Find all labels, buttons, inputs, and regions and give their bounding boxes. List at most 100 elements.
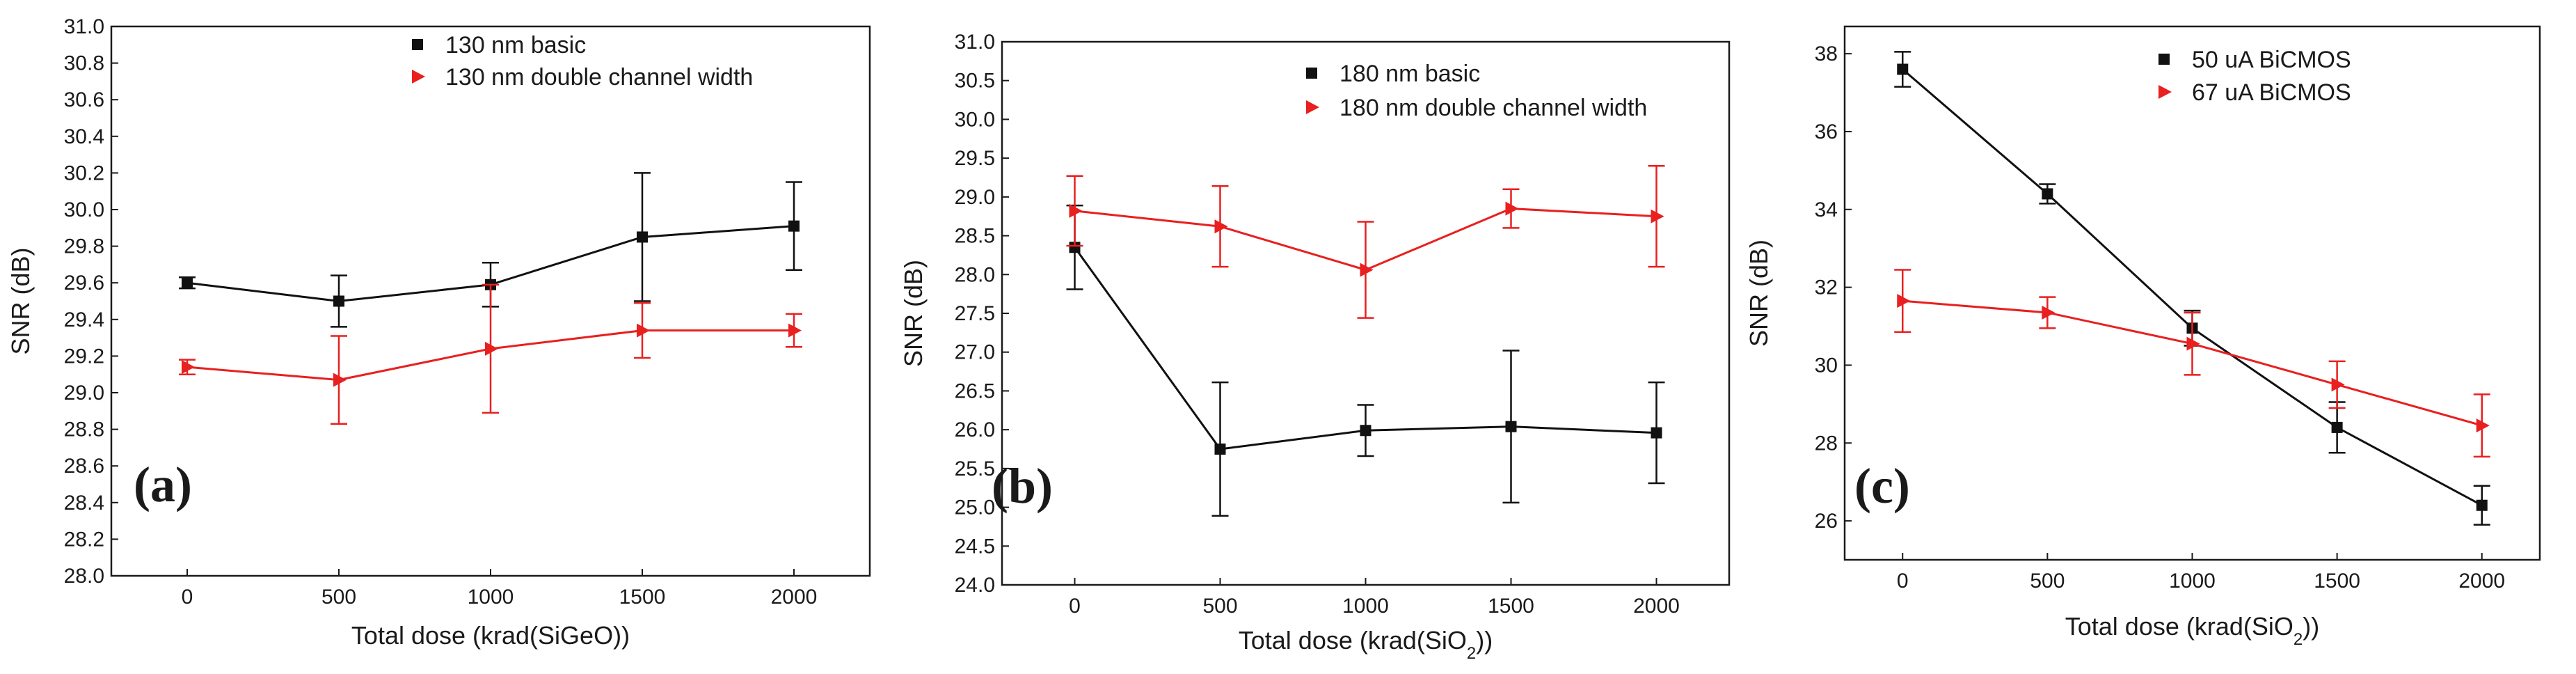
chart-2-x-tick-label: 1000	[1342, 595, 1389, 618]
chart-1-y-tick-label: 29.6	[64, 272, 104, 295]
chart-3-series-2-point	[2186, 336, 2200, 351]
chart-3: 26 28 30 32 34 36 38 0 500 1000 1500 2000 Total dose…	[1744, 25, 2541, 649]
chart-2-y-tick-label: 25.0	[955, 496, 995, 519]
chart-1-legend: 130 nm basic 130 nm double channel width	[412, 32, 753, 91]
chart-2-series-1-point	[1360, 425, 1372, 437]
chart-1-x-tick-label: 1500	[619, 586, 666, 609]
chart-3-legend-marker	[2158, 85, 2172, 99]
chart-3-series-1	[1894, 51, 2490, 526]
chart-2-series-2	[1066, 165, 1665, 319]
chart-2-y-tick-label: 26.0	[955, 418, 995, 441]
chart-3-y-tick-label: 36	[1815, 120, 1838, 143]
chart-1-series-2-point	[333, 373, 347, 387]
chart-2-y-tick-label: 30.5	[955, 70, 995, 93]
chart-2-x-tick-label: 500	[1202, 595, 1237, 618]
chart-3-series-1-point	[2476, 499, 2488, 511]
chart-3-x-tick-label: 0	[1897, 570, 1909, 593]
chart-2-x-tick-label: 2000	[1633, 595, 1680, 618]
chart-2-series-1-point	[1069, 242, 1081, 253]
chart-1-x-tick-label: 1000	[468, 586, 514, 609]
chart-1-y-tick-label: 31.0	[64, 15, 104, 38]
chart-2-series-2-point	[1505, 201, 1519, 216]
chart-1-legend-label: 130 nm double channel width	[445, 64, 753, 91]
chart-3-x-axis-title: Total dose (krad(SiO2))	[2065, 612, 2319, 649]
chart-2-y-tick-label: 30.0	[955, 108, 995, 131]
chart-2-series-2-point	[1069, 203, 1083, 218]
chart-3-series-2-point	[2331, 377, 2345, 392]
chart-3-series-1-line	[1902, 68, 2483, 507]
chart-3-series-1-point	[2331, 421, 2343, 433]
chart-1-series-1-point	[788, 220, 800, 232]
chart-3-panel-label: (c)	[1854, 458, 1910, 514]
chart-2-y-tick-label: 31.0	[955, 31, 995, 54]
chart-3-x-tick-label: 500	[2030, 570, 2065, 593]
chart-1-series-1-point	[333, 295, 344, 307]
chart-1-series-2-point	[637, 323, 650, 338]
chart-2-y-tick-label: 28.0	[955, 263, 995, 286]
chart-1-series-1-point	[637, 231, 648, 243]
chart-2-y-tick-label: 29.0	[955, 186, 995, 209]
chart-3-y-tick-label: 38	[1815, 42, 1838, 65]
chart-1-y-tick-label: 28.6	[64, 455, 104, 478]
chart-2-y-tick-label: 28.5	[955, 225, 995, 248]
chart-2-series-1-point	[1651, 427, 1662, 439]
chart-1-y-tick-label: 30.8	[64, 52, 104, 75]
chart-2-y-tick-label: 24.0	[955, 574, 995, 597]
chart-3-legend-label: 50 uA BiCMOS	[2192, 47, 2351, 73]
chart-3-x-axis-title-sub: 2	[2293, 630, 2303, 649]
chart-2-series-2-point	[1360, 262, 1374, 277]
chart-2-series-1-point	[1214, 444, 1226, 455]
chart-1-y-tick-label: 29.0	[64, 382, 104, 405]
chart-1-series-2-point	[485, 341, 498, 356]
chart-2-series-1	[1066, 204, 1665, 517]
chart-3-x-axis-title-tail: ))	[2303, 612, 2319, 641]
chart-2-x-axis-title-sub: 2	[1467, 644, 1476, 663]
chart-1-y-tick-label: 30.4	[64, 125, 104, 148]
chart-2-y-tick-label: 27.0	[955, 341, 995, 364]
chart-2-legend: 180 nm basic 180 nm double channel width	[1306, 61, 1647, 121]
chart-1-y-tick-label: 29.2	[64, 345, 104, 368]
chart-1-x-tick-label: 0	[182, 586, 193, 609]
chart-3-series-1-point	[1897, 63, 1909, 75]
chart-3-x-tick-label: 2000	[2458, 570, 2505, 593]
chart-3-x-tick-label: 1000	[2169, 570, 2216, 593]
chart-1-y-tick-label: 30.6	[64, 88, 104, 111]
chart-3-series-1-point	[2042, 188, 2053, 200]
chart-2-series-2-point	[1651, 209, 1664, 224]
chart-1-y-tick-label: 28.0	[64, 565, 104, 588]
chart-2-legend-label: 180 nm double channel width	[1339, 95, 1647, 121]
chart-2-y-axis-title: SNR (dB)	[899, 260, 928, 367]
chart-1-x-axis-title: Total dose (krad(SiGeO))	[351, 621, 630, 650]
chart-2-x-axis-title: Total dose (krad(SiO2))	[1239, 626, 1493, 663]
chart-1-series-2-point	[182, 360, 195, 375]
chart-3-x-tick-label: 1500	[2314, 570, 2360, 593]
chart-2-y-tick-label: 25.5	[955, 457, 995, 480]
chart-1-series-2-point	[788, 323, 802, 338]
chart-1-y-axis-title: SNR (dB)	[6, 247, 35, 354]
chart-1-y-tick-label: 30.0	[64, 198, 104, 221]
chart-1-series-2	[179, 283, 802, 425]
chart-2-panel-label: (b)	[992, 458, 1053, 514]
chart-2-series-1-point	[1505, 421, 1517, 432]
chart-2-legend-marker	[1306, 68, 1317, 79]
chart-2-x-tick-label: 0	[1069, 595, 1081, 618]
chart-1-x-tick-label: 500	[321, 586, 356, 609]
chart-3-series-2-point	[2476, 418, 2490, 433]
chart-3-y-axis-title: SNR (dB)	[1744, 240, 1773, 347]
chart-1-y-tick-label: 30.2	[64, 162, 104, 185]
chart-3-x-axis-title-main: Total dose (krad(SiO	[2065, 612, 2293, 641]
chart-1-x-axis-title-main: Total dose (krad(SiGeO))	[351, 621, 630, 650]
chart-2-y-tick-label: 24.5	[955, 535, 995, 558]
chart-3-legend: 50 uA BiCMOS 67 uA BiCMOS	[2158, 47, 2351, 106]
chart-1-series-1-point	[182, 277, 193, 289]
chart-3-series-2-point	[1897, 294, 1911, 308]
chart-1-y-tick-label: 29.4	[64, 308, 104, 331]
chart-1-y-tick-label: 28.8	[64, 418, 104, 441]
chart-2-x-tick-label: 1500	[1488, 595, 1534, 618]
chart-2-y-tick-label: 29.5	[955, 147, 995, 170]
chart-1-panel-label: (a)	[134, 457, 192, 512]
chart-2: 24.0 24.5 25.0 25.5 26.0 26.5 27.0 27.5 28.0 28.5…	[899, 31, 1731, 663]
chart-2-legend-marker	[1306, 100, 1319, 114]
chart-3-y-tick-label: 26	[1815, 510, 1838, 533]
